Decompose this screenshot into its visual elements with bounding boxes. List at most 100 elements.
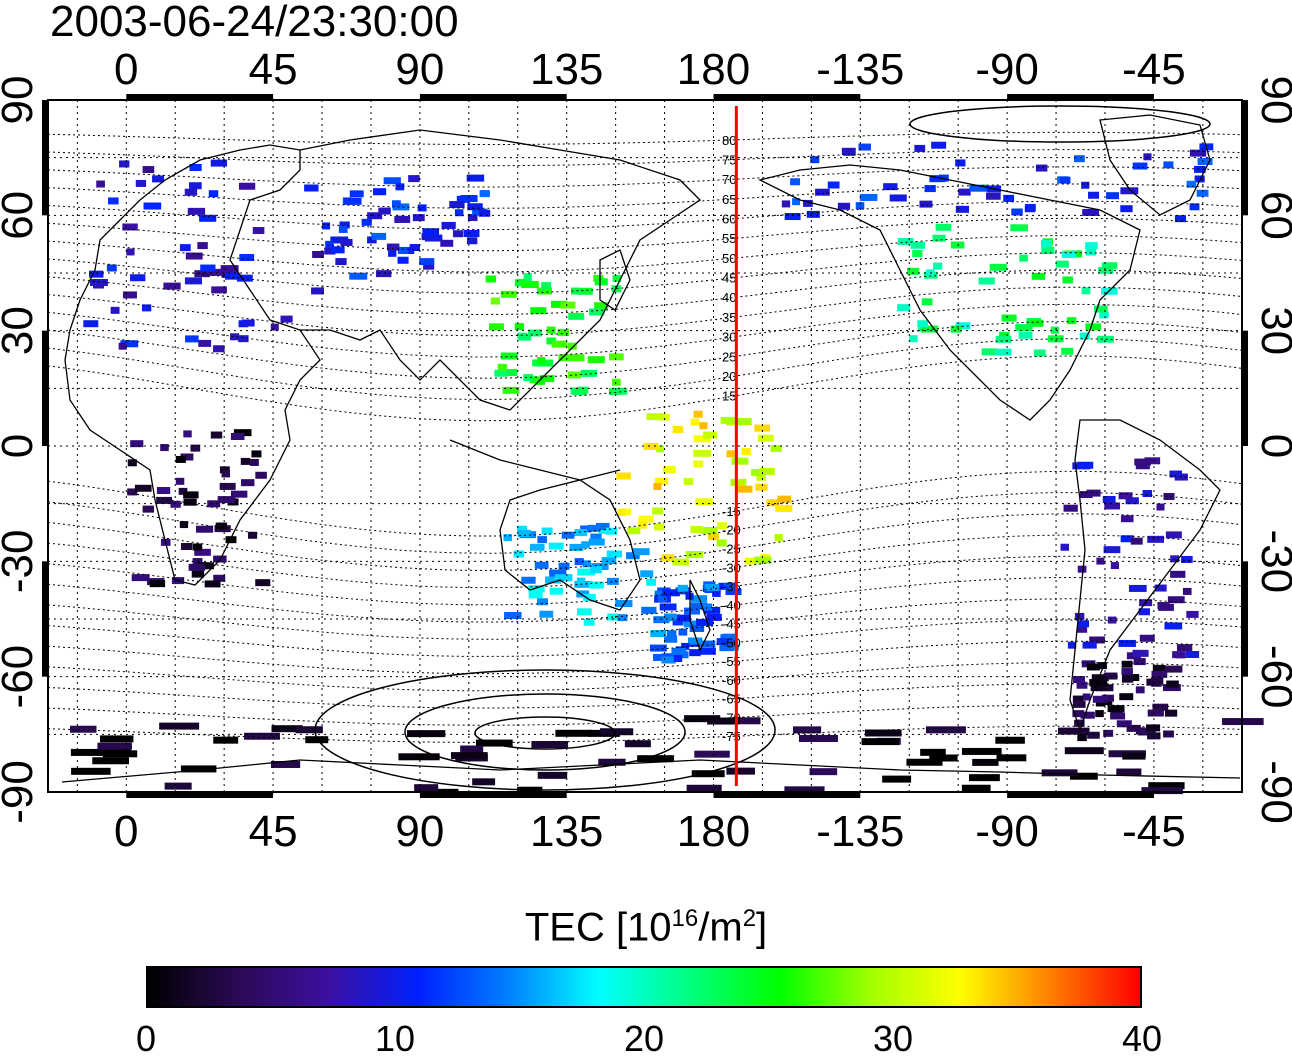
tec-cell bbox=[440, 239, 454, 247]
bottom-lon-tick: -135 bbox=[816, 807, 904, 856]
right-lat-tick: -30 bbox=[1252, 530, 1292, 594]
tec-cell bbox=[280, 315, 293, 323]
tec-cell bbox=[131, 574, 150, 582]
tec-cell bbox=[646, 413, 664, 421]
tec-cell bbox=[574, 558, 584, 566]
colorbar-title-end: ] bbox=[756, 905, 768, 950]
left-axis-bar bbox=[42, 330, 48, 446]
tec-cell bbox=[529, 376, 540, 384]
tec-cell bbox=[1110, 712, 1126, 720]
tec-cell bbox=[270, 760, 301, 768]
tec-cell bbox=[594, 278, 608, 286]
mlat-label: -50 bbox=[722, 635, 741, 650]
tec-cell bbox=[1086, 489, 1101, 497]
tec-cell bbox=[1144, 457, 1161, 465]
tec-cell bbox=[1094, 305, 1108, 313]
mlat-contour bbox=[47, 725, 1243, 743]
tec-cell bbox=[569, 543, 584, 551]
tec-cell bbox=[659, 413, 670, 421]
bottom-axis-bar bbox=[1007, 792, 1154, 798]
tec-cell bbox=[560, 301, 576, 309]
tec-cell bbox=[539, 375, 555, 383]
tec-cell bbox=[1082, 208, 1099, 216]
tec-cell bbox=[463, 230, 480, 238]
tec-cell bbox=[955, 159, 966, 167]
tec-cell bbox=[1069, 772, 1098, 780]
left-lat-tick: -90 bbox=[0, 760, 42, 824]
tec-cell bbox=[194, 548, 211, 556]
tec-cell bbox=[408, 175, 420, 183]
tec-cell bbox=[716, 638, 728, 646]
tec-cell bbox=[609, 353, 624, 361]
top-lon-tick: 135 bbox=[530, 45, 603, 94]
tec-cell bbox=[781, 200, 791, 208]
tec-cell bbox=[573, 354, 585, 362]
left-lat-tick: 60 bbox=[0, 191, 42, 240]
left-lat-tick: 0 bbox=[0, 434, 42, 458]
tec-cell bbox=[561, 531, 575, 539]
tec-cell bbox=[530, 307, 547, 315]
tec-cell bbox=[485, 275, 497, 283]
tec-cell bbox=[1139, 634, 1155, 642]
mlat-label: 75 bbox=[722, 152, 736, 167]
tec-cell bbox=[1130, 537, 1143, 545]
tec-cell bbox=[361, 218, 372, 226]
tec-cell bbox=[184, 188, 198, 196]
tec-cell bbox=[693, 435, 711, 443]
tec-cell bbox=[110, 306, 120, 314]
tec-cell bbox=[590, 533, 602, 541]
tec-cell bbox=[213, 736, 239, 744]
bottom-lon-tick: 45 bbox=[249, 807, 298, 856]
tec-cell bbox=[335, 258, 347, 266]
tec-cell bbox=[1186, 180, 1197, 188]
tec-cell bbox=[1092, 695, 1108, 703]
bottom-lon-tick: 90 bbox=[395, 807, 444, 856]
mlat-contour bbox=[47, 662, 1243, 692]
tec-cell bbox=[1135, 462, 1150, 470]
tec-cell bbox=[837, 202, 851, 210]
tec-cell bbox=[583, 618, 595, 626]
tec-cell bbox=[324, 247, 336, 255]
mlat-contour bbox=[47, 286, 1243, 337]
tec-cell bbox=[1033, 349, 1046, 357]
tec-cell bbox=[730, 478, 747, 486]
tec-cell bbox=[925, 726, 966, 734]
tec-cell bbox=[331, 246, 345, 254]
left-lat-tick: -30 bbox=[0, 530, 42, 594]
mlat-label: -35 bbox=[722, 579, 741, 594]
tec-cell bbox=[528, 585, 545, 593]
tec-cell bbox=[1169, 470, 1183, 478]
right-axis-bar bbox=[1242, 330, 1248, 446]
tec-cell bbox=[1101, 262, 1118, 270]
mlat-contour bbox=[47, 576, 1243, 623]
tec-cell bbox=[683, 620, 697, 628]
magnetic-latitude-contours bbox=[47, 131, 1243, 743]
tec-cell bbox=[159, 722, 200, 730]
tec-cell bbox=[537, 357, 546, 365]
tec-cell bbox=[386, 243, 400, 251]
tec-cell bbox=[1182, 587, 1192, 595]
tec-cell bbox=[513, 550, 525, 558]
tec-cell bbox=[517, 525, 528, 533]
tec-cell bbox=[497, 363, 508, 371]
tec-cell bbox=[590, 566, 602, 574]
tec-cell bbox=[693, 410, 703, 418]
tec-cell bbox=[1061, 347, 1074, 355]
tec-cell bbox=[599, 728, 634, 736]
tec-cell bbox=[537, 771, 568, 779]
tec-cell bbox=[479, 190, 490, 198]
tec-cell bbox=[394, 215, 411, 223]
tec-cell bbox=[1122, 752, 1146, 760]
tec-cell bbox=[503, 534, 512, 542]
tec-cell bbox=[395, 183, 405, 191]
tec-cell bbox=[1165, 531, 1182, 539]
tec-cell bbox=[652, 507, 664, 515]
tec-cell bbox=[236, 274, 253, 282]
tec-cell bbox=[183, 491, 199, 499]
tec-cell bbox=[1107, 705, 1125, 713]
tec-cell bbox=[643, 442, 659, 450]
tec-cell bbox=[653, 616, 670, 624]
tec-cell bbox=[122, 291, 137, 299]
tec-cell bbox=[127, 459, 137, 467]
tec-cell bbox=[598, 758, 626, 766]
